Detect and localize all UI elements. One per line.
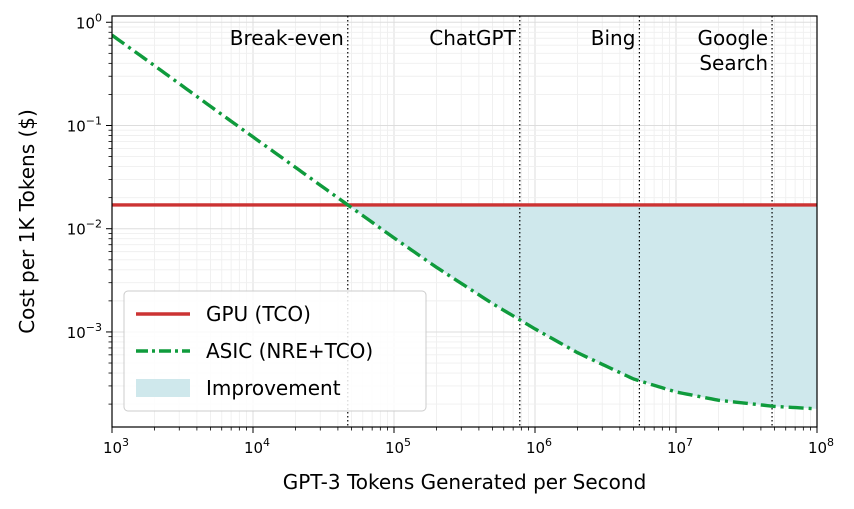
annotations: Break-even ChatGPT Bing Google Search: [230, 26, 768, 75]
y-tick-label: 10−3: [67, 321, 102, 342]
asic-nre-tco-line: [112, 33, 817, 411]
annotation-label: Google Search: [698, 26, 769, 75]
annotation-label: ChatGPT: [429, 26, 516, 50]
reference-lines: [347, 16, 773, 427]
legend-asic-label: ASIC (NRE+TCO): [206, 339, 373, 363]
x-tick-label: 105: [385, 436, 411, 457]
legend: GPU (TCO) ASIC (NRE+TCO) Improvement: [123, 290, 427, 412]
y-tick-label: 10−1: [67, 114, 102, 135]
y-axis-title: Cost per 1K Tokens ($): [15, 109, 39, 334]
x-tick-label: 107: [667, 436, 693, 457]
ticks: 103 104 105 106 107 108 100 10−1 10−2 10−3: [67, 11, 834, 457]
annotation-label: Break-even: [230, 26, 344, 50]
plot-frame: [111, 15, 818, 428]
x-tick-label: 103: [103, 436, 129, 457]
legend-gpu-label: GPU (TCO): [206, 302, 311, 326]
x-tick-label: 104: [244, 436, 270, 457]
legend-improvement-swatch: [136, 379, 190, 397]
improvement-area-layer: [347, 204, 817, 409]
legend-improvement-label: Improvement: [206, 376, 341, 400]
y-tick-label: 10−2: [67, 218, 102, 239]
series-layer: [112, 33, 817, 411]
annotation-label: Bing: [591, 26, 636, 50]
x-tick-label: 106: [526, 436, 552, 457]
x-axis-title: GPT-3 Tokens Generated per Second: [283, 470, 647, 494]
x-tick-label: 108: [808, 436, 834, 457]
y-tick-label: 100: [76, 11, 102, 32]
improvement-area: [347, 204, 817, 409]
legend-box: [123, 290, 427, 412]
